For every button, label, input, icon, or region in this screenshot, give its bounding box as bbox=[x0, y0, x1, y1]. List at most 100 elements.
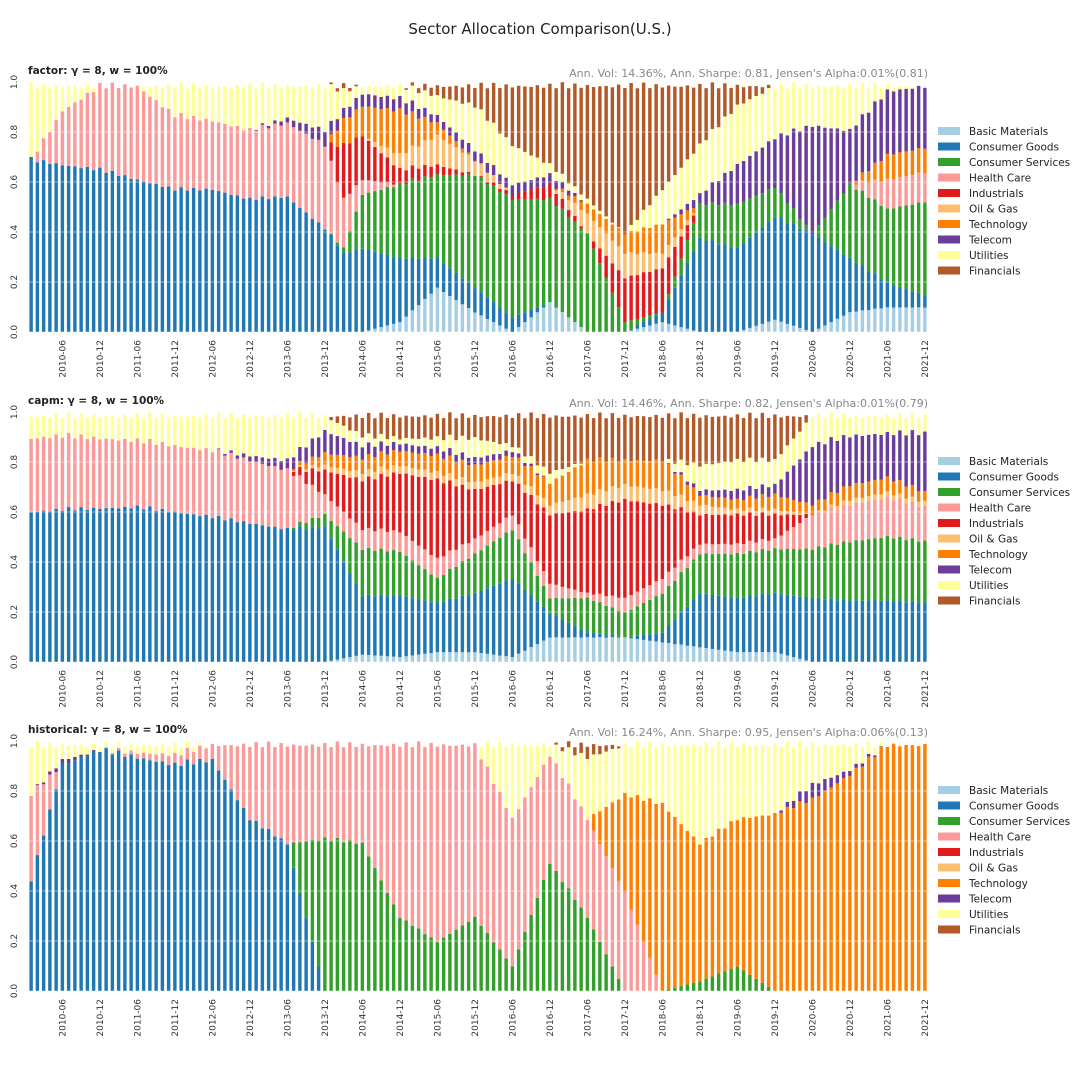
bar-consumer-services bbox=[560, 598, 565, 620]
bar-financials bbox=[623, 414, 627, 460]
bar-utilities bbox=[741, 743, 746, 818]
bar-health-care bbox=[510, 817, 515, 967]
bar-technology bbox=[885, 476, 890, 492]
bar-financials bbox=[673, 418, 677, 464]
bar-health-care bbox=[641, 588, 646, 604]
bar-utilities bbox=[673, 463, 677, 472]
bar-consumer-services bbox=[466, 921, 471, 991]
bar-health-care bbox=[223, 123, 227, 193]
bar-technology bbox=[873, 479, 877, 495]
bar-technology bbox=[604, 806, 608, 856]
bar-health-care bbox=[348, 518, 352, 539]
bar-health-care bbox=[304, 484, 308, 524]
bar-consumer-services bbox=[816, 225, 821, 238]
bar-health-care bbox=[873, 499, 877, 539]
bar-oil-and-gas bbox=[579, 497, 583, 512]
bar-consumer-goods bbox=[735, 247, 740, 332]
bar-basic-materials bbox=[510, 657, 515, 662]
bar-telecom bbox=[366, 94, 371, 107]
bar-financials bbox=[660, 417, 665, 462]
bar-health-care bbox=[198, 745, 202, 760]
y-tick-label: 0.4 bbox=[10, 884, 20, 899]
bar-health-care bbox=[579, 806, 583, 908]
bar-consumer-goods bbox=[904, 289, 908, 308]
bar-industrials bbox=[310, 468, 315, 485]
bar-basic-materials bbox=[541, 640, 546, 662]
bar-telecom bbox=[666, 218, 671, 221]
bar-telecom bbox=[816, 783, 821, 797]
bar-utilities bbox=[491, 747, 496, 784]
bar-health-care bbox=[323, 742, 327, 838]
bar-financials bbox=[535, 418, 540, 466]
legend-label-basic-materials: Basic Materials bbox=[969, 126, 1048, 138]
bar-health-care bbox=[210, 121, 215, 190]
bar-utilities bbox=[160, 87, 165, 108]
bar-oil-and-gas bbox=[423, 140, 427, 165]
bar-health-care bbox=[898, 498, 902, 537]
bar-health-care bbox=[354, 522, 358, 543]
bar-technology bbox=[710, 836, 715, 977]
bar-consumer-services bbox=[729, 554, 733, 598]
bar-technology bbox=[604, 218, 608, 234]
bar-utilities bbox=[141, 86, 146, 92]
bar-consumer-goods bbox=[91, 750, 96, 991]
bar-technology bbox=[516, 457, 521, 476]
bar-basic-materials bbox=[704, 648, 708, 662]
bar-utilities bbox=[829, 412, 833, 438]
bar-consumer-goods bbox=[85, 166, 90, 332]
bar-oil-and-gas bbox=[429, 472, 433, 480]
x-tick-label: 2020-06 bbox=[808, 340, 818, 378]
bar-oil-and-gas bbox=[516, 475, 521, 484]
bar-technology bbox=[748, 495, 752, 508]
bar-technology bbox=[673, 473, 677, 497]
bar-utilities bbox=[841, 413, 846, 436]
bar-consumer-services bbox=[541, 585, 546, 607]
bar-oil-and-gas bbox=[485, 479, 490, 487]
bar-technology bbox=[491, 460, 496, 478]
bar-consumer-services bbox=[485, 545, 490, 589]
bar-utilities bbox=[235, 418, 240, 456]
bar-basic-materials bbox=[348, 657, 352, 662]
bar-utilities bbox=[685, 745, 690, 831]
bar-consumer-services bbox=[704, 978, 708, 991]
bar-consumer-services bbox=[379, 189, 383, 254]
bar-utilities bbox=[66, 745, 71, 759]
bar-consumer-goods bbox=[535, 601, 540, 645]
bar-utilities bbox=[198, 742, 202, 746]
bar-consumer-goods bbox=[248, 523, 252, 662]
bar-consumer-goods bbox=[266, 199, 271, 332]
bar-oil-and-gas bbox=[441, 139, 446, 167]
bar-oil-and-gas bbox=[904, 498, 908, 504]
bar-health-care bbox=[454, 745, 458, 930]
bar-consumer-services bbox=[404, 184, 408, 259]
bar-utilities bbox=[698, 746, 702, 845]
bar-utilities bbox=[216, 86, 221, 123]
bar-technology bbox=[598, 457, 602, 490]
bar-consumer-goods bbox=[716, 595, 721, 650]
bar-consumer-services bbox=[516, 949, 521, 991]
bar-consumer-goods bbox=[29, 157, 33, 332]
bar-utilities bbox=[160, 413, 165, 442]
bar-technology bbox=[798, 801, 802, 991]
bar-utilities bbox=[879, 87, 883, 100]
panel-title: capm: γ = 8, w = 100% bbox=[28, 395, 165, 407]
bar-basic-materials bbox=[835, 318, 840, 332]
legend-label-oil-and-gas: Oil & Gas bbox=[969, 863, 1018, 875]
bar-technology bbox=[804, 502, 808, 514]
bar-financials bbox=[598, 745, 602, 755]
bar-consumer-goods bbox=[866, 271, 871, 311]
y-tick-label: 1.0 bbox=[10, 734, 20, 749]
x-tick-label: 2016-12 bbox=[546, 340, 556, 378]
bar-consumer-services bbox=[610, 292, 615, 332]
bar-utilities bbox=[804, 422, 808, 452]
bar-health-care bbox=[566, 783, 571, 889]
bar-industrials bbox=[541, 187, 546, 201]
bar-oil-and-gas bbox=[616, 246, 621, 271]
bar-health-care bbox=[216, 746, 221, 771]
bar-consumer-services bbox=[691, 559, 696, 600]
bar-oil-and-gas bbox=[398, 153, 402, 168]
bar-technology bbox=[854, 482, 858, 498]
bar-health-care bbox=[179, 447, 183, 514]
bar-industrials bbox=[379, 473, 383, 529]
bar-financials bbox=[610, 87, 615, 223]
